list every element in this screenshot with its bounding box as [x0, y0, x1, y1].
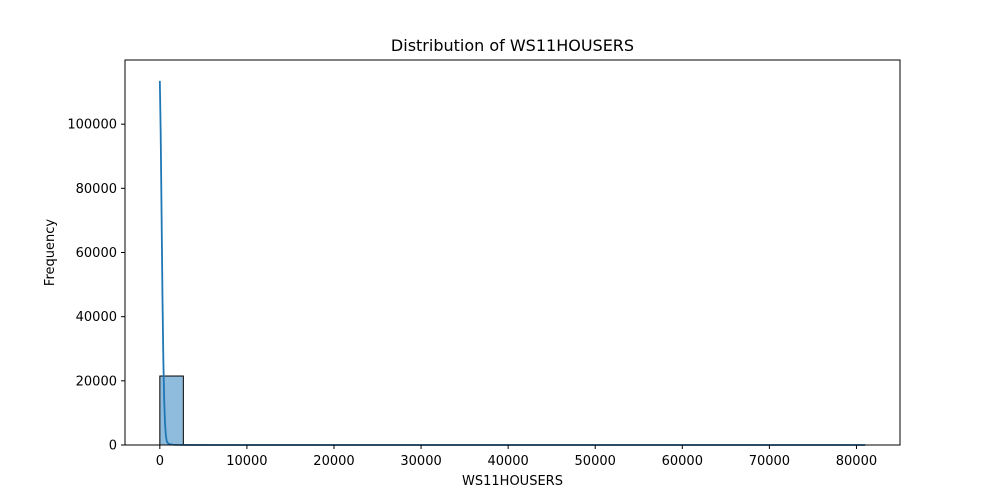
x-axis-ticks: 0 10000 20000 30000 40000 50000 60000 70000 8000…	[156, 445, 877, 469]
x-tick-label: 30000	[400, 454, 441, 469]
y-tick-label: 60000	[76, 246, 117, 261]
y-tick-label: 100000	[67, 118, 117, 133]
y-axis-label: Frequency	[43, 219, 58, 286]
chart-title: Distribution of WS11HOUSERS	[391, 36, 634, 55]
x-tick-label: 40000	[487, 454, 528, 469]
y-tick-label: 80000	[76, 182, 117, 197]
x-tick-label: 60000	[662, 454, 703, 469]
y-tick-label: 40000	[76, 310, 117, 325]
x-tick-label: 80000	[836, 454, 877, 469]
x-tick-label: 70000	[749, 454, 790, 469]
x-axis-label: WS11HOUSERS	[462, 474, 563, 489]
x-tick-label: 50000	[575, 454, 616, 469]
x-tick-label: 0	[156, 454, 164, 469]
x-tick-label: 10000	[226, 454, 267, 469]
y-tick-label: 0	[109, 439, 117, 454]
y-tick-label: 20000	[76, 374, 117, 389]
y-axis-ticks: 0 20000 40000 60000 80000 100000	[67, 118, 125, 454]
x-tick-label: 20000	[313, 454, 354, 469]
